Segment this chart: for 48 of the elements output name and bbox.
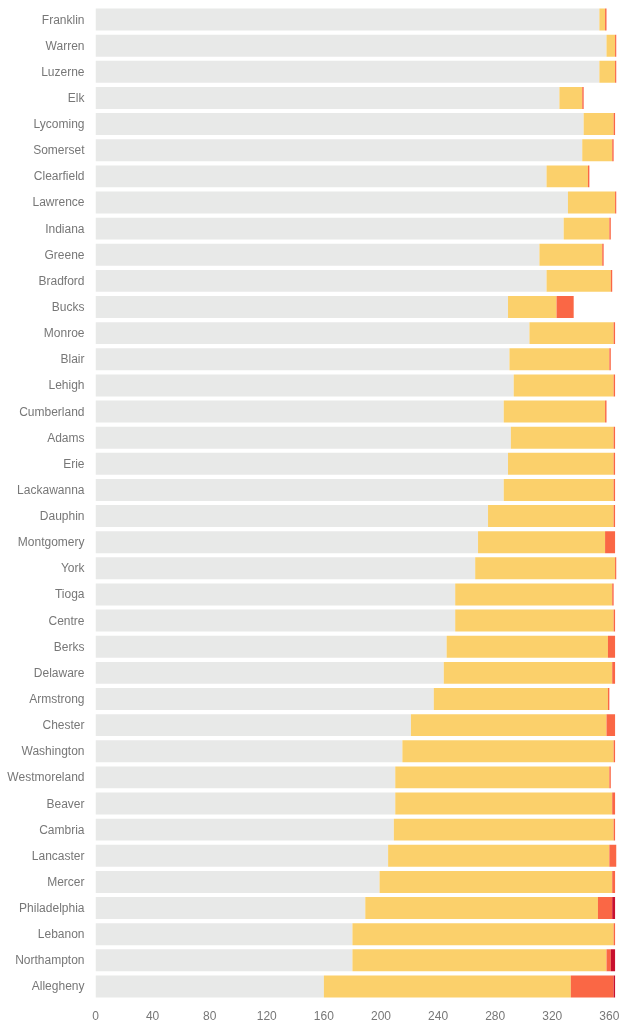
x-tick-label: 160: [313, 1008, 335, 1023]
y-tick-label: Bucks: [51, 300, 85, 315]
y-tick-label: Northampton: [15, 953, 85, 968]
y-tick-label: Adams: [47, 430, 85, 445]
y-tick-label: Westmoreland: [7, 770, 85, 785]
x-tick-label: 240: [428, 1008, 449, 1023]
y-tick-label: Somerset: [33, 143, 86, 158]
x-tick-label: 280: [485, 1008, 506, 1023]
y-tick-label: Lawrence: [32, 195, 85, 210]
y-tick-label: Erie: [63, 456, 85, 471]
y-tick-label: Washington: [21, 744, 85, 759]
y-tick-label: Centre: [48, 613, 85, 628]
x-tick-label: 320: [542, 1008, 563, 1023]
y-tick-label: York: [60, 561, 86, 576]
y-tick-label: Berks: [53, 639, 85, 654]
y-tick-label: Philadelphia: [19, 901, 85, 916]
y-tick-label: Armstrong: [29, 691, 85, 706]
y-tick-label: Bradford: [38, 273, 85, 288]
y-tick-label: Blair: [60, 352, 85, 367]
y-tick-label: Mercer: [47, 874, 85, 889]
x-tick-label: 40: [145, 1008, 160, 1023]
x-tick-label: 120: [256, 1008, 278, 1023]
y-tick-label: Tioga: [54, 587, 85, 602]
y-tick-label: Montgomery: [17, 535, 85, 550]
y-tick-label: Lehigh: [48, 378, 85, 393]
x-tick-label: 0: [92, 1008, 100, 1023]
y-tick-label: Warren: [45, 38, 85, 53]
y-tick-label: Dauphin: [39, 509, 85, 524]
y-tick-label: Delaware: [33, 665, 85, 680]
y-tick-label: Clearfield: [33, 169, 85, 184]
x-tick-label: 360: [599, 1008, 620, 1023]
y-tick-label: Cumberland: [19, 404, 85, 419]
y-tick-label: Lackawanna: [17, 482, 85, 497]
y-tick-label: Beaver: [46, 796, 85, 811]
y-tick-label: Lebanon: [37, 927, 85, 942]
y-tick-label: Monroe: [43, 326, 85, 341]
y-tick-label: Cambria: [39, 822, 85, 837]
y-tick-label: Luzerne: [41, 64, 85, 79]
y-tick-label: Franklin: [41, 12, 85, 27]
y-tick-label: Allegheny: [31, 979, 85, 994]
y-tick-label: Indiana: [45, 221, 85, 236]
y-tick-label: Chester: [42, 718, 85, 733]
y-tick-label: Lancaster: [31, 848, 85, 863]
y-tick-label: Greene: [44, 247, 85, 262]
x-tick-label: 80: [203, 1008, 217, 1023]
y-tick-label: Lycoming: [33, 117, 85, 132]
y-tick-label: Elk: [67, 90, 86, 105]
x-tick-label: 200: [370, 1008, 392, 1023]
